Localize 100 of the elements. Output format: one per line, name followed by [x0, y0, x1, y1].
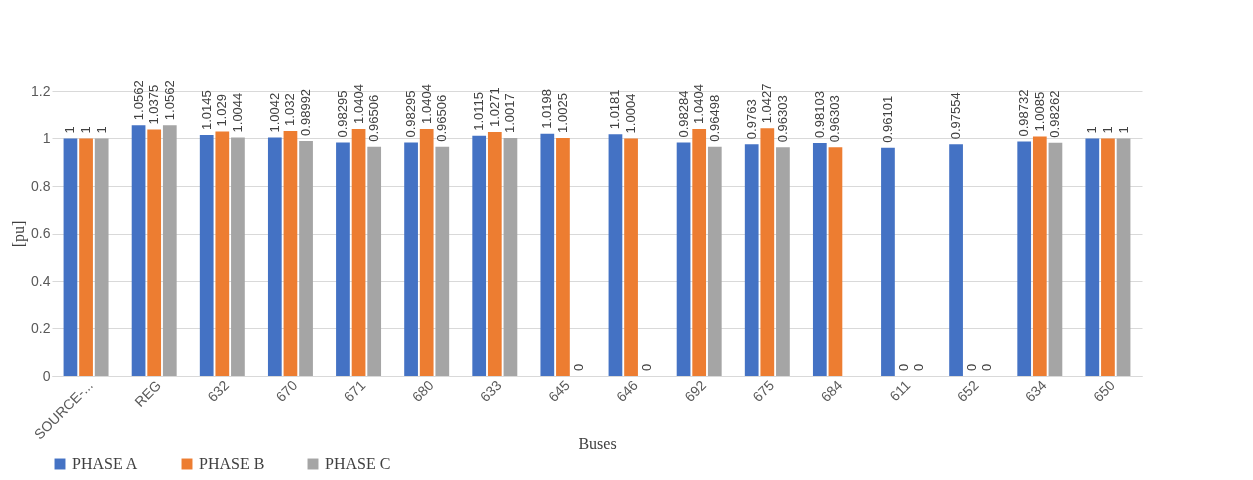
x-axis-title: Buses [578, 435, 617, 453]
data-label: 0.96506 [434, 94, 450, 142]
x-tick-label: 692 [681, 376, 710, 405]
bar [676, 142, 691, 376]
bar [336, 142, 350, 376]
data-label: 1.032 [282, 93, 298, 126]
bar [744, 144, 759, 376]
data-label: 0.96506 [366, 94, 382, 142]
data-label: 1.0085 [1031, 91, 1047, 132]
bar [162, 125, 177, 376]
data-label: 1.0404 [350, 84, 366, 124]
data-label: 1.0375 [146, 84, 162, 125]
y-tick-label: 0 [42, 367, 51, 384]
data-label: 1.0004 [623, 93, 639, 134]
data-label: 0.98295 [334, 90, 350, 138]
y-tick-label: 1.2 [31, 82, 51, 99]
y-tick-label: 0.8 [31, 177, 51, 194]
bar [299, 140, 313, 376]
bar [1101, 138, 1115, 376]
bar [215, 131, 230, 376]
bar [199, 135, 214, 376]
bar [231, 137, 245, 376]
x-tick-label: 611 [886, 376, 914, 405]
data-label: 0 [638, 363, 654, 371]
bar [949, 144, 963, 376]
bar [419, 128, 434, 376]
bar [283, 130, 298, 376]
data-label: 0.98295 [403, 90, 419, 138]
bar [881, 147, 895, 376]
data-label: 1.0271 [486, 87, 502, 128]
bar [828, 147, 843, 376]
data-label: 0.9763 [743, 99, 759, 140]
x-tick-label: 671 [340, 376, 369, 405]
data-label: 0 [570, 363, 586, 371]
data-label: 1.0427 [759, 83, 775, 124]
data-label: 1 [1084, 126, 1100, 134]
data-label: 1.0017 [502, 93, 518, 134]
legend-label: PHASE B [199, 455, 265, 472]
data-label: 0.98103 [811, 91, 827, 139]
data-label: 0.96303 [774, 95, 790, 143]
x-tick-label: 646 [613, 376, 642, 405]
bar [540, 133, 555, 376]
data-label: 1.0115 [471, 91, 487, 131]
bar [692, 128, 707, 376]
bar [147, 129, 162, 376]
data-label: 1 [1099, 126, 1115, 134]
data-label: 0 [895, 363, 911, 371]
data-label: 1.0198 [539, 89, 555, 129]
data-label: 0.97554 [948, 92, 964, 140]
data-label: 1.0181 [607, 89, 623, 130]
data-label: 0.98284 [675, 90, 691, 138]
data-label: 1.0404 [418, 84, 434, 124]
bar [435, 146, 450, 376]
x-tick-label: 670 [272, 376, 301, 405]
bar [556, 137, 570, 376]
bar [79, 138, 93, 376]
data-label: 0.98992 [298, 88, 314, 136]
data-label: 1.0025 [554, 93, 570, 133]
x-tick-label: 633 [476, 376, 505, 405]
bar [351, 128, 366, 376]
data-label: 0 [963, 363, 979, 371]
bar [503, 138, 518, 376]
y-axis-title: [pu] [10, 220, 29, 248]
y-tick-label: 0.4 [31, 272, 51, 289]
x-tick-label: 652 [953, 376, 982, 405]
data-label: 1 [62, 126, 78, 134]
y-tick-label: 1 [42, 130, 51, 146]
bar [1017, 141, 1032, 376]
data-label: 0.98262 [1047, 90, 1063, 138]
data-label: 0.98732 [1016, 89, 1032, 137]
bar [404, 142, 418, 376]
bar [472, 135, 487, 376]
x-tick-label: 680 [408, 376, 437, 405]
bar [776, 147, 790, 376]
data-label: 1.0044 [229, 92, 245, 133]
bar [487, 132, 502, 376]
data-label: 1 [78, 126, 94, 134]
x-tick-label: 645 [545, 376, 573, 405]
bar [707, 146, 722, 376]
x-tick-label: 675 [749, 376, 778, 405]
legend-label: PHASE C [325, 455, 391, 472]
bar [1032, 136, 1047, 376]
data-label: 0.96498 [706, 94, 722, 142]
x-tick-label: 634 [1021, 376, 1050, 405]
data-label: 0 [911, 363, 927, 371]
y-tick-label: 0.2 [31, 320, 51, 336]
bar [608, 134, 623, 376]
data-label: 1.0562 [130, 80, 146, 121]
data-label: 1.0404 [691, 84, 707, 124]
data-label: 0.96101 [879, 95, 895, 143]
x-tick-label: 650 [1090, 376, 1118, 405]
data-label: 0.96303 [827, 95, 843, 143]
bar [131, 125, 146, 376]
data-label: 0 [979, 363, 995, 371]
bar [1116, 138, 1131, 376]
bar [63, 138, 78, 376]
x-tick-label: 684 [817, 376, 846, 405]
bar [1085, 138, 1100, 376]
y-tick-label: 0.6 [31, 225, 51, 241]
bar [267, 137, 282, 376]
